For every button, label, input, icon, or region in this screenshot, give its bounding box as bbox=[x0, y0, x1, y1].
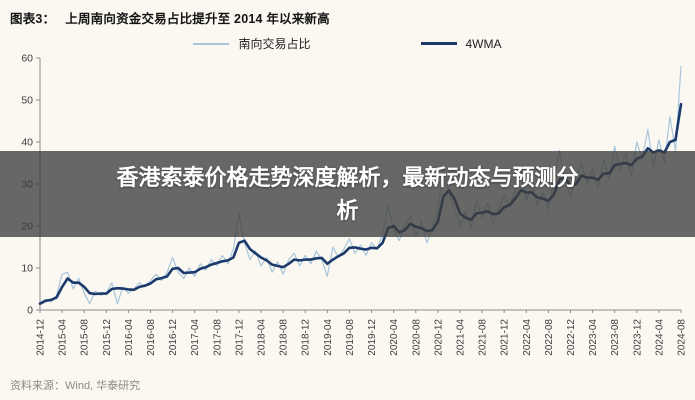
svg-text:2017-08: 2017-08 bbox=[212, 319, 223, 356]
chart-header: 图表3： 上周南向资金交易占比提升至 2014 年以来新高 bbox=[10, 8, 685, 27]
legend-item-south-share: 南向交易占比 bbox=[193, 35, 311, 52]
svg-text:2016-12: 2016-12 bbox=[168, 319, 179, 356]
svg-text:2024-04: 2024-04 bbox=[654, 319, 665, 356]
svg-text:2022-08: 2022-08 bbox=[544, 319, 555, 356]
svg-text:2018-04: 2018-04 bbox=[257, 319, 268, 356]
svg-text:2023-08: 2023-08 bbox=[610, 319, 621, 356]
chart-legend: 南向交易占比 4WMA bbox=[0, 35, 695, 52]
watermark-overlay: 香港索泰价格走势深度解析，最新动态与预测分析 bbox=[0, 151, 695, 237]
svg-text:50: 50 bbox=[21, 95, 33, 107]
svg-text:2021-12: 2021-12 bbox=[500, 319, 511, 356]
svg-text:2015-04: 2015-04 bbox=[58, 319, 69, 356]
figure-label: 图表3： bbox=[10, 12, 56, 26]
legend-line-sample-dark bbox=[420, 42, 457, 45]
svg-text:2015-12: 2015-12 bbox=[102, 319, 113, 356]
svg-text:2021-08: 2021-08 bbox=[478, 319, 489, 356]
watermark-text: 香港索泰价格走势深度解析，最新动态与预测分析 bbox=[116, 165, 579, 223]
svg-text:2018-12: 2018-12 bbox=[301, 319, 312, 356]
source-note: 资料来源：Wind, 华泰研究 bbox=[10, 380, 141, 392]
svg-text:2024-08: 2024-08 bbox=[677, 319, 688, 356]
chart-title: 上周南向资金交易占比提升至 2014 年以来新高 bbox=[65, 12, 330, 26]
svg-text:2017-04: 2017-04 bbox=[190, 319, 201, 356]
legend-label-south-share: 南向交易占比 bbox=[238, 37, 311, 51]
legend-label-4wma: 4WMA bbox=[465, 36, 502, 51]
svg-text:2021-04: 2021-04 bbox=[455, 319, 466, 356]
svg-text:2018-08: 2018-08 bbox=[279, 319, 290, 356]
svg-text:2019-04: 2019-04 bbox=[323, 319, 334, 356]
svg-text:60: 60 bbox=[21, 53, 33, 65]
svg-text:2016-04: 2016-04 bbox=[124, 319, 135, 356]
svg-text:40: 40 bbox=[21, 137, 33, 149]
svg-text:2014-12: 2014-12 bbox=[36, 319, 47, 356]
svg-text:2022-04: 2022-04 bbox=[522, 319, 533, 356]
svg-text:2022-12: 2022-12 bbox=[566, 319, 577, 356]
svg-text:2015-08: 2015-08 bbox=[80, 319, 91, 356]
svg-text:2019-12: 2019-12 bbox=[367, 319, 378, 356]
svg-text:2023-04: 2023-04 bbox=[588, 319, 599, 356]
svg-text:0: 0 bbox=[27, 305, 33, 317]
svg-text:2020-04: 2020-04 bbox=[389, 319, 400, 356]
svg-text:2019-08: 2019-08 bbox=[345, 319, 356, 356]
svg-text:2020-08: 2020-08 bbox=[411, 319, 422, 356]
svg-text:10: 10 bbox=[21, 263, 33, 275]
svg-text:2023-12: 2023-12 bbox=[632, 319, 643, 356]
svg-text:2017-12: 2017-12 bbox=[234, 319, 245, 356]
legend-line-sample-light bbox=[193, 42, 230, 45]
legend-item-4wma: 4WMA bbox=[420, 36, 502, 51]
svg-text:2016-08: 2016-08 bbox=[146, 319, 157, 356]
svg-text:2020-12: 2020-12 bbox=[433, 319, 444, 356]
